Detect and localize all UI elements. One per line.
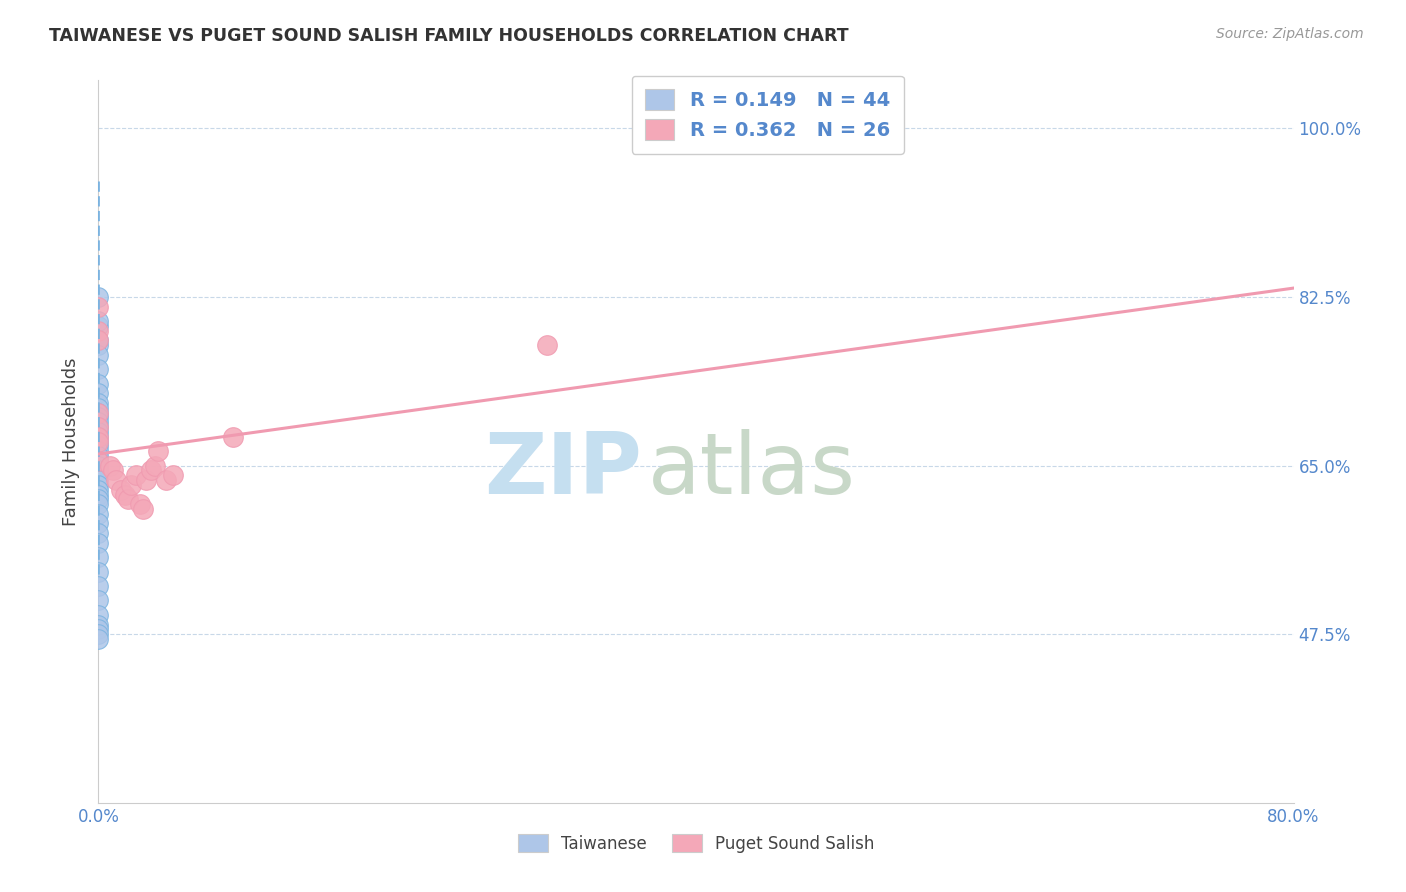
Point	[87, 425, 110, 439]
Point	[87, 386, 110, 401]
Point	[87, 300, 110, 314]
Point	[87, 454, 110, 468]
Point	[87, 535, 110, 549]
Point	[87, 434, 110, 449]
Point	[87, 338, 110, 352]
Text: Source: ZipAtlas.com: Source: ZipAtlas.com	[1216, 27, 1364, 41]
Point	[87, 290, 110, 304]
Point	[87, 449, 110, 463]
Point	[132, 502, 155, 516]
Point	[87, 415, 110, 429]
Point	[87, 526, 110, 541]
Point	[87, 401, 110, 415]
Point	[125, 468, 148, 483]
Point	[87, 439, 110, 453]
Point	[87, 492, 110, 507]
Point	[87, 406, 110, 420]
Point	[536, 338, 558, 352]
Point	[87, 497, 110, 511]
Point	[87, 376, 110, 391]
Point	[87, 507, 110, 521]
Point	[87, 623, 110, 637]
Point	[87, 607, 110, 622]
Point	[155, 473, 177, 487]
Point	[87, 463, 110, 477]
Point	[143, 458, 166, 473]
Point	[87, 468, 110, 483]
Point	[110, 483, 132, 497]
Point	[87, 420, 110, 434]
Point	[87, 473, 110, 487]
Point	[87, 565, 110, 579]
Point	[87, 420, 110, 434]
Point	[148, 444, 170, 458]
Point	[87, 454, 110, 468]
Point	[87, 434, 110, 449]
Point	[87, 334, 110, 348]
Point	[87, 430, 110, 444]
Point	[87, 406, 110, 420]
Point	[120, 478, 142, 492]
Point	[87, 458, 110, 473]
Legend: Taiwanese, Puget Sound Salish: Taiwanese, Puget Sound Salish	[510, 828, 882, 860]
Text: atlas: atlas	[648, 429, 856, 512]
Point	[87, 410, 110, 425]
Point	[129, 497, 152, 511]
Point	[222, 430, 245, 444]
Point	[87, 627, 110, 641]
Point	[87, 348, 110, 362]
Text: TAIWANESE VS PUGET SOUND SALISH FAMILY HOUSEHOLDS CORRELATION CHART: TAIWANESE VS PUGET SOUND SALISH FAMILY H…	[49, 27, 849, 45]
Point	[87, 324, 110, 338]
Text: ZIP: ZIP	[485, 429, 643, 512]
Point	[162, 468, 184, 483]
Point	[87, 396, 110, 410]
Point	[114, 487, 136, 501]
Point	[87, 617, 110, 632]
Point	[87, 593, 110, 607]
Point	[87, 632, 110, 646]
Point	[103, 463, 125, 477]
Point	[87, 516, 110, 531]
Point	[87, 430, 110, 444]
Point	[87, 487, 110, 501]
Point	[87, 444, 110, 458]
Point	[135, 473, 157, 487]
Point	[87, 550, 110, 565]
Y-axis label: Family Households: Family Households	[62, 358, 80, 525]
Point	[87, 478, 110, 492]
Point	[87, 334, 110, 348]
Point	[117, 492, 139, 507]
Point	[87, 579, 110, 593]
Point	[87, 318, 110, 333]
Point	[139, 463, 162, 477]
Point	[87, 362, 110, 376]
Point	[87, 314, 110, 328]
Point	[105, 473, 128, 487]
Point	[98, 458, 122, 473]
Point	[87, 483, 110, 497]
